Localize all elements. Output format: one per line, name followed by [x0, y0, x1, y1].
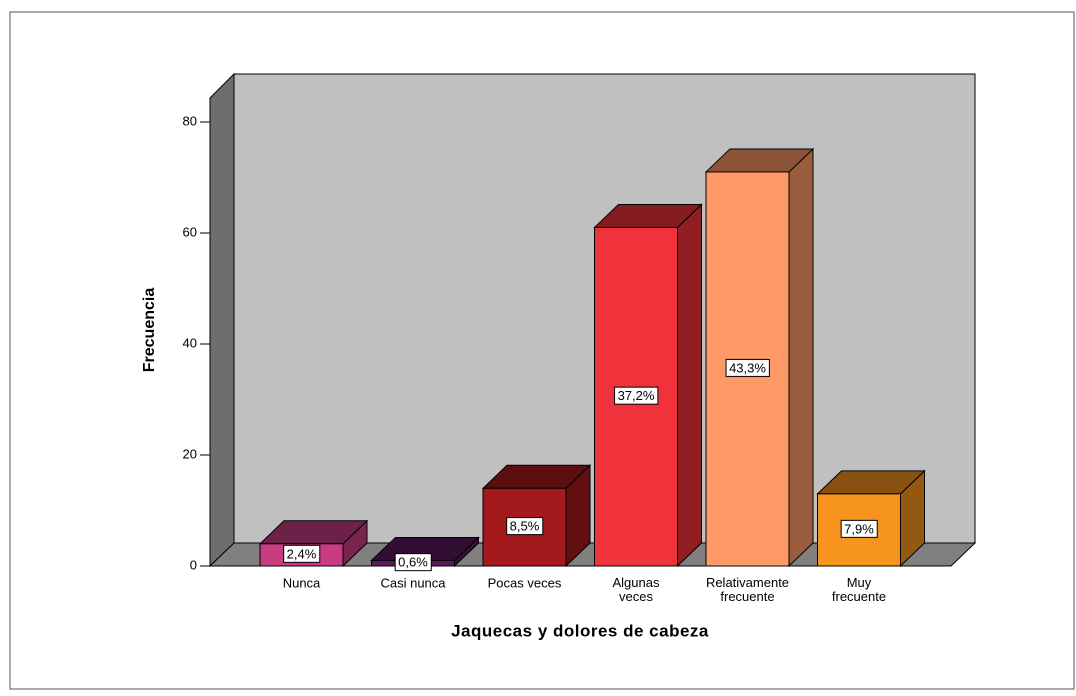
y-tick-label: 40 — [183, 335, 197, 350]
data-label: 0,6% — [398, 555, 428, 570]
bar-side — [788, 147, 814, 568]
y-tick-label: 20 — [183, 446, 197, 461]
y-tick-label: 60 — [183, 224, 197, 239]
data-label-box — [506, 517, 544, 536]
data-label: 37,2% — [618, 388, 655, 403]
x-tick-label: Casi nunca — [380, 575, 446, 590]
data-label: 7,9% — [844, 521, 874, 536]
data-label-box — [283, 544, 321, 563]
data-label-box — [725, 358, 770, 377]
x-axis-title: Jaquecas y dolores de cabeza — [451, 621, 709, 640]
x-tick-label: Relativamente frecuente — [706, 575, 789, 604]
bar-side — [677, 203, 702, 568]
y-tick-label: 80 — [183, 113, 197, 128]
y-tick-label: 0 — [190, 557, 197, 572]
x-tick-label: Nunca — [283, 575, 321, 590]
left-wall — [209, 72, 235, 568]
data-label: 43,3% — [729, 360, 766, 375]
x-tick-label: Pocas veces — [488, 575, 562, 590]
data-label: 2,4% — [287, 546, 317, 561]
data-label-box — [394, 553, 432, 572]
data-label-box — [840, 519, 878, 538]
data-label-box — [614, 386, 659, 405]
x-tick-label: Muy frecuente — [832, 575, 886, 604]
data-label: 8,5% — [510, 519, 540, 534]
y-axis-title: Frecuencia — [141, 288, 158, 373]
x-tick-label: Algunas veces — [613, 575, 660, 604]
